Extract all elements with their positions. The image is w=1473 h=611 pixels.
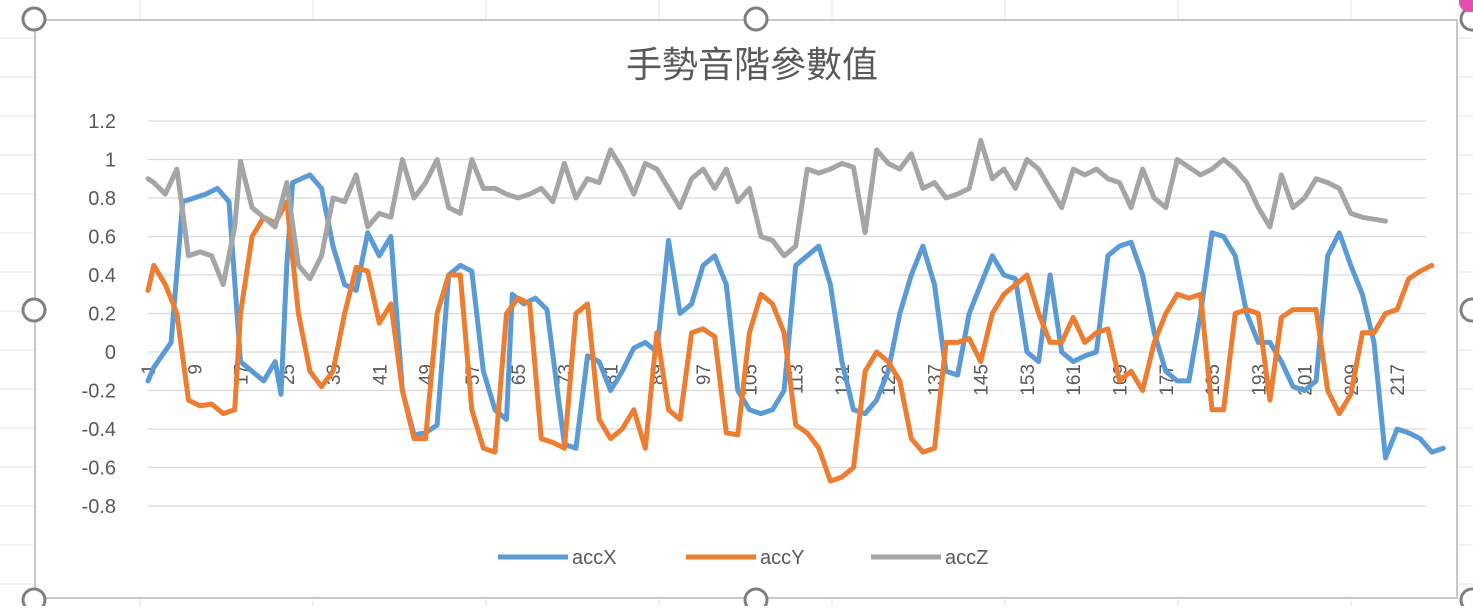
y-tick-label: 0	[105, 342, 116, 364]
legend-label-accZ: accZ	[945, 547, 988, 569]
y-tick-label: 0.8	[88, 188, 116, 210]
series-line-accX	[145, 172, 1446, 461]
series-lines	[145, 137, 1446, 484]
x-tick-label: 217	[1388, 364, 1409, 396]
y-axis-ticks: 1.2 1 0.8 0.6 0.4 0.2 0 -0.2 -0.4 -0.6 -0.8	[82, 111, 116, 518]
x-tick-label: 161	[1064, 364, 1085, 396]
line-chart: 1.210.80.60.40.20-0.2-0.4-0.6-0.8 1 9 17 25…	[82, 44, 1446, 569]
series-line-accZ	[145, 137, 1388, 288]
legend-label-accX: accX	[572, 547, 616, 569]
corner-indicator	[1459, 0, 1473, 12]
chart-title: 手勢音階參數值	[626, 44, 878, 85]
x-tick-label: 153	[1018, 364, 1039, 396]
chart-area[interactable]: 1.2 1 0.8 0.6 0.4 0.2 0 -0.2 -0.4 -0.6 -0.8 1 9 17 25…	[34, 19, 1458, 599]
y-tick-label: 0.2	[88, 304, 116, 326]
y-tick-label: -0.8	[82, 496, 116, 518]
series-line-accY	[145, 199, 1435, 484]
y-tick-label: 0.4	[88, 265, 116, 287]
y-tick-label: -0.2	[82, 381, 116, 403]
legend[interactable]: accX accY accZ	[498, 547, 988, 569]
x-tick-label: 145	[972, 364, 993, 396]
y-tick-label: -0.6	[82, 458, 116, 480]
x-tick-label: 97	[694, 364, 715, 385]
y-tick-label: 1.2	[88, 111, 116, 133]
x-tick-label: 1	[139, 364, 160, 375]
x-tick-label: 177	[1157, 364, 1178, 396]
x-tick-label: 65	[509, 364, 530, 385]
x-tick-label: 41	[370, 364, 391, 385]
y-tick-label: -0.4	[82, 419, 116, 441]
legend-label-accY: accY	[760, 547, 804, 569]
y-tick-label: 0.6	[88, 227, 116, 249]
y-tick-label: 1	[105, 150, 116, 172]
x-tick-label: 9	[185, 364, 206, 375]
